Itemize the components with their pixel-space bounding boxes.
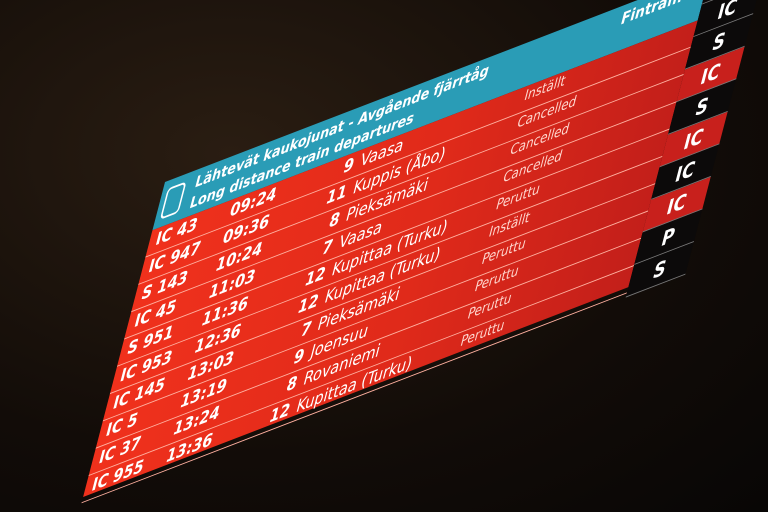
departure-board: Lähtevät kaukojunat - Avgående fjärrtåg … (81, 0, 768, 504)
fintraffic-logo: Fintraffic (618, 0, 694, 30)
departures-list: IC 43 09:24 9 Vaasa Inställt IC 947 09:36 11 Kup… (81, 20, 698, 504)
train-icon (159, 181, 187, 220)
